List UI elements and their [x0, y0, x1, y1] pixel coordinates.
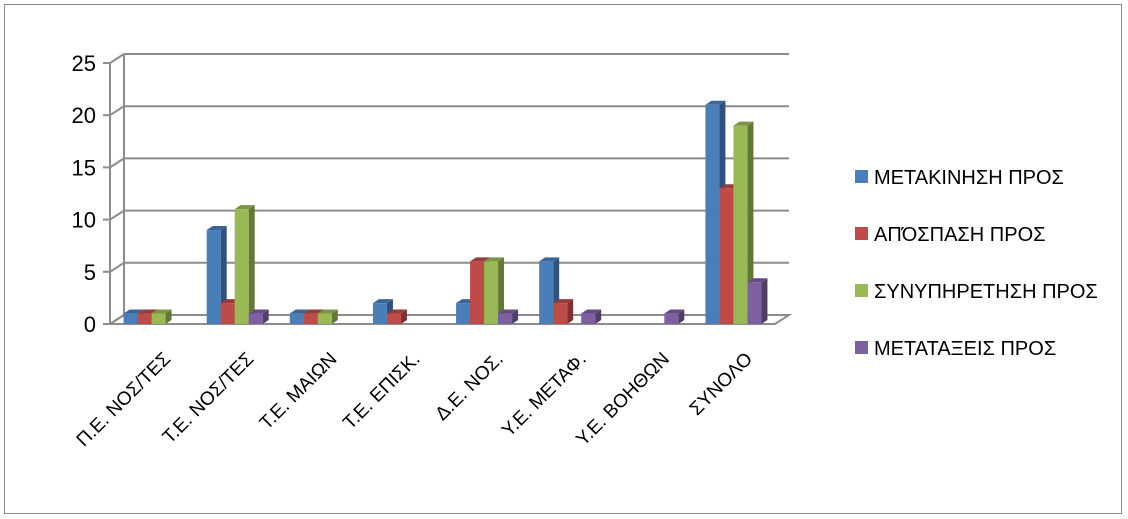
x-tick-label: Τ.Ε. ΕΠΙΣΚ. — [339, 349, 424, 434]
bar — [235, 205, 255, 324]
y-tick-label: 5 — [84, 260, 96, 285]
bars — [124, 101, 768, 324]
x-tick-label: Τ.Ε. ΜΑΙΩΝ — [256, 349, 341, 434]
bar — [318, 310, 338, 324]
bar — [581, 310, 601, 324]
x-tick-label: ΣΥΝΟΛΟ — [686, 349, 757, 420]
legend: ΜΕΤΑΚΙΝΗΣΗ ΠΡΟΣ ΑΠΌΣΠΑΣΗ ΠΡΟΣ ΣΥΝΥΠΗΡΕΤΗΣΗ… — [855, 167, 1098, 360]
legend-label: ΑΠΌΣΠΑΣΗ ΠΡΟΣ — [874, 224, 1045, 246]
bar — [387, 310, 407, 324]
y-axis: 0 5 10 15 20 25 — [72, 51, 124, 337]
legend-swatch — [855, 170, 868, 183]
legend-label: ΣΥΝΥΠΗΡΕΤΗΣΗ ΠΡΟΣ — [874, 281, 1098, 303]
y-tick-label: 0 — [84, 312, 96, 337]
x-tick-label: Π.Ε. ΝΟΣ/ΤΕΣ — [73, 349, 175, 451]
y-tick-label: 25 — [72, 51, 96, 76]
x-tick-label: Δ.Ε. ΝΟΣ. — [431, 349, 507, 425]
gridline-depth — [110, 263, 124, 272]
x-tick-label: Υ.Ε. ΜΕΤΑΦ. — [498, 349, 591, 442]
bar — [249, 310, 269, 324]
legend-entry: ΣΥΝΥΠΗΡΕΤΗΣΗ ΠΡΟΣ — [855, 281, 1098, 303]
bar — [747, 278, 767, 324]
gridline-depth — [110, 211, 124, 220]
gridline-depth — [110, 54, 124, 63]
y-tick-label: 15 — [72, 155, 96, 180]
legend-label: ΜΕΤΑΤΑΞΕΙΣ ΠΡΟΣ — [874, 338, 1056, 360]
y-tick-label: 20 — [72, 103, 96, 128]
legend-entry: ΜΕΤΑΚΙΝΗΣΗ ΠΡΟΣ — [855, 167, 1064, 189]
bar — [553, 299, 573, 324]
legend-entry: ΑΠΌΣΠΑΣΗ ΠΡΟΣ — [855, 224, 1045, 246]
legend-swatch — [855, 341, 868, 354]
bar — [152, 310, 172, 324]
gridline-depth — [110, 106, 124, 115]
legend-entry: ΜΕΤΑΤΑΞΕΙΣ ΠΡΟΣ — [855, 338, 1056, 360]
bar — [498, 310, 518, 324]
gridline-depth — [110, 158, 124, 167]
legend-swatch — [855, 284, 868, 297]
bar — [664, 310, 684, 324]
legend-label: ΜΕΤΑΚΙΝΗΣΗ ΠΡΟΣ — [874, 167, 1064, 189]
y-tick-label: 10 — [72, 208, 96, 233]
legend-swatch — [855, 227, 868, 240]
